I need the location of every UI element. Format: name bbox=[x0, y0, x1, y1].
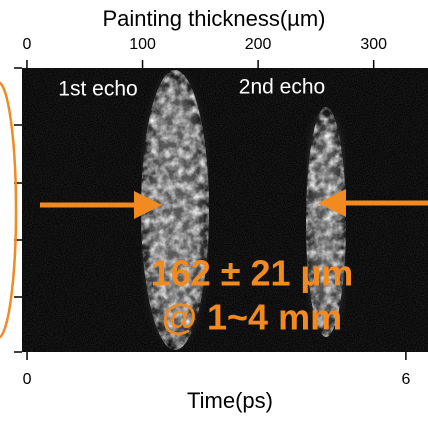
annotation: @ 1~4 mm bbox=[162, 297, 342, 338]
top-tick-label: 200 bbox=[245, 36, 272, 53]
page: Painting thickness(µm) Time(ps) 1st echo… bbox=[0, 0, 428, 421]
bottom-tick-label: 0 bbox=[23, 371, 32, 388]
top-tick-label: 100 bbox=[129, 36, 156, 53]
chart: Painting thickness(µm) Time(ps) 1st echo… bbox=[0, 0, 428, 421]
top-tick-label: 300 bbox=[360, 36, 387, 53]
bottom-tick-label: 6 bbox=[401, 371, 410, 388]
annotation: 2nd echo bbox=[239, 76, 325, 99]
annotation: 162 ± 21 µm bbox=[151, 253, 354, 294]
top-tick-label: 0 bbox=[23, 36, 32, 53]
top-axis-label: Painting thickness(µm) bbox=[103, 6, 326, 31]
bottom-axis-label: Time(ps) bbox=[187, 388, 273, 413]
annotation: 1st echo bbox=[58, 78, 137, 101]
